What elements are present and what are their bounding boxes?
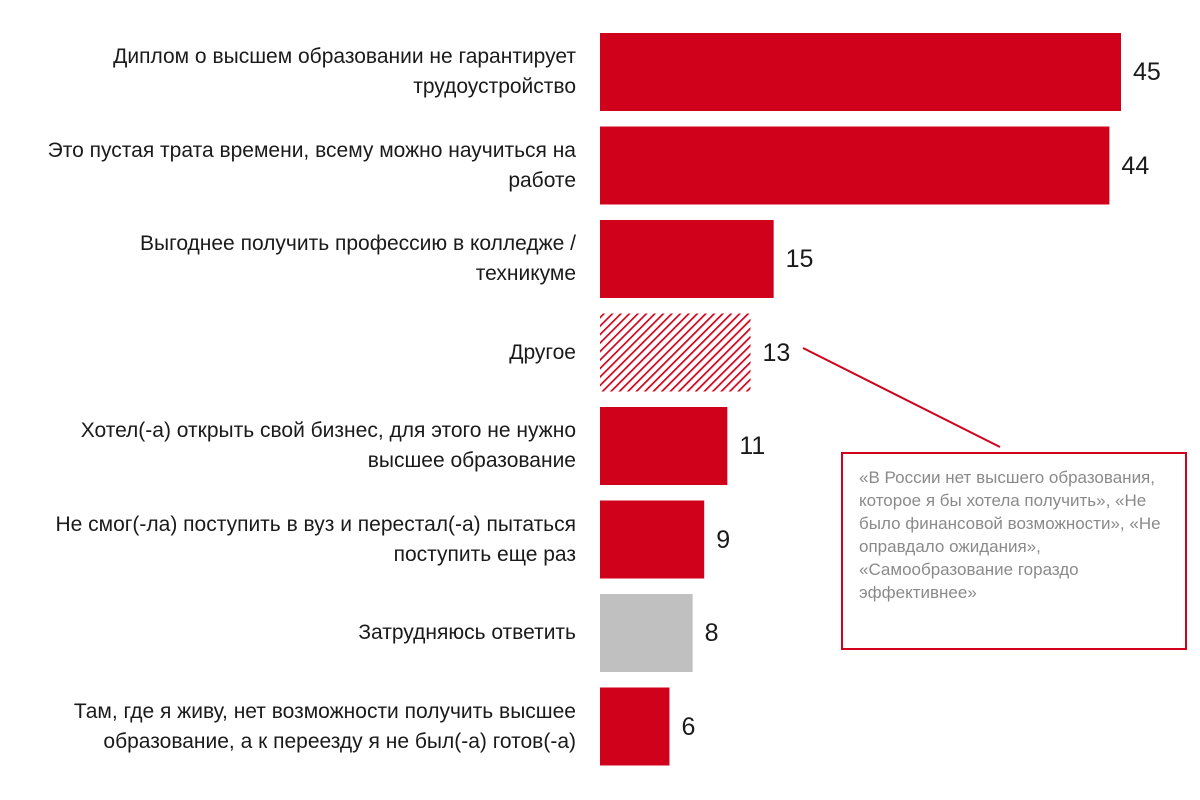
value-label-1: 45	[1133, 58, 1161, 86]
annotation-callout: «В России нет высшего образования, котор…	[841, 452, 1187, 650]
category-label-line: Затрудняюсь ответить	[358, 621, 576, 644]
category-label-2: Это пустая трата времени, всему можно на…	[0, 136, 576, 196]
bar-6	[600, 500, 705, 579]
category-label-7: Затрудняюсь ответить	[0, 618, 576, 648]
bar-4	[600, 313, 751, 392]
category-label-line: поступить еще раз	[393, 542, 576, 566]
bar-7	[600, 594, 693, 672]
value-label-8: 6	[681, 712, 696, 741]
value-label-4: 13	[762, 338, 791, 367]
category-label-line: работе	[508, 168, 576, 192]
bar-8	[600, 687, 670, 766]
category-label-line: Не смог(-ла) поступить в вуз и перестал(…	[55, 512, 576, 536]
category-label-line: Другое	[509, 340, 576, 364]
category-label-6: Не смог(-ла) поступить в вуз и перестал(…	[0, 510, 576, 570]
category-label-line: Это пустая трата времени, всему можно на…	[47, 138, 576, 162]
category-label-8: Там, где я живу, нет возможности получит…	[0, 697, 576, 757]
value-label-5: 11	[739, 432, 766, 460]
category-label-5: Хотел(-а) открыть свой бизнес, для этого…	[0, 416, 576, 476]
category-label-line: Диплом о высшем образовании не гарантиру…	[113, 45, 576, 68]
category-label-1: Диплом о высшем образовании не гарантиру…	[0, 42, 576, 102]
bar-5	[600, 407, 728, 485]
category-label-line: образование, а к переезду я не был(-а) г…	[103, 729, 576, 753]
category-label-4: Другое	[0, 338, 576, 368]
category-label-3: Выгоднее получить профессию в колледже /…	[0, 229, 576, 289]
callout-leader-line	[802, 347, 1001, 448]
category-label-line: трудоустройство	[413, 75, 576, 98]
category-label-line: Выгоднее получить профессию в колледже /	[140, 232, 576, 255]
category-label-line: Там, где я живу, нет возможности получит…	[73, 699, 576, 723]
value-label-7: 8	[704, 619, 719, 647]
bar-3	[600, 220, 774, 298]
category-label-line: Хотел(-а) открыть свой бизнес, для этого…	[80, 419, 576, 442]
category-label-line: техникуме	[475, 262, 576, 285]
value-label-3: 15	[785, 245, 814, 273]
annotation-text: «В России нет высшего образования, котор…	[859, 468, 1161, 602]
bars-group	[600, 33, 1121, 766]
value-label-2: 44	[1121, 151, 1150, 180]
bar-1	[600, 33, 1121, 111]
value-label-6: 9	[716, 525, 731, 554]
bar-2	[600, 126, 1110, 205]
category-label-line: высшее образование	[367, 449, 576, 472]
